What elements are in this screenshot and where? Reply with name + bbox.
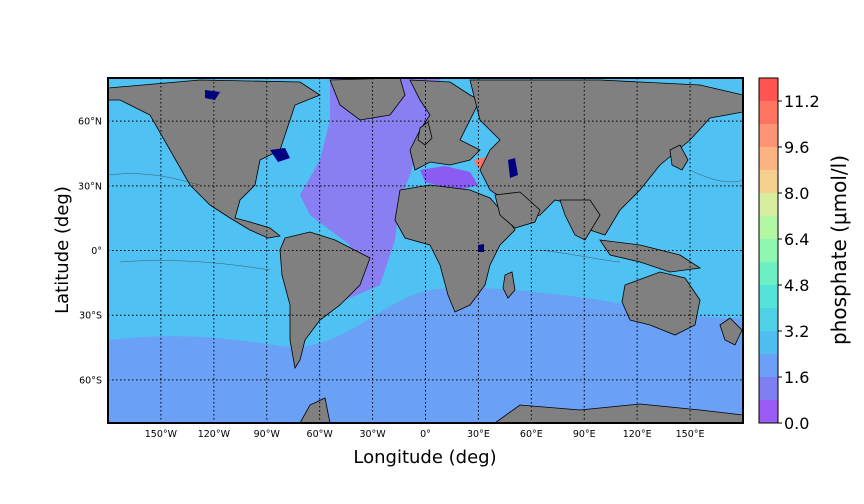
- colorbar-frame: [758, 77, 779, 424]
- colorbar-swatch: [759, 101, 778, 124]
- colorbar: [759, 78, 778, 423]
- x-tick-label: 0°: [420, 429, 431, 440]
- land-madagascar: [502, 271, 516, 299]
- contour-line: [539, 249, 621, 263]
- y-tick-label: 0°: [91, 246, 102, 257]
- ocean-mediterranean: [420, 166, 478, 190]
- lake-great-lakes: [270, 148, 290, 162]
- x-tick-label: 120°E: [623, 429, 652, 440]
- colorbar-tick-label: 6.4: [784, 230, 809, 249]
- contour-lines: [108, 169, 743, 271]
- land-antarctica: [299, 397, 743, 423]
- land-uk: [417, 121, 433, 146]
- colorbar-swatch: [759, 124, 778, 147]
- colorbar-tick-label: 3.2: [784, 322, 809, 341]
- colorbar-swatch: [759, 216, 778, 239]
- contour-line: [119, 260, 271, 271]
- x-tick-label: 60°W: [307, 429, 334, 440]
- x-tick-label: 90°W: [254, 429, 281, 440]
- colorbar-tick-label: 4.8: [784, 276, 809, 295]
- y-tick-label: 30°S: [79, 311, 102, 322]
- ocean-atlantic-low: [300, 78, 440, 300]
- land-japan: [669, 144, 689, 171]
- x-tick-label: 150°E: [676, 429, 705, 440]
- y-tick-label: 60°S: [79, 375, 102, 386]
- x-tick-label: 30°W: [359, 429, 386, 440]
- contour-line: [689, 169, 743, 183]
- land-australia: [621, 271, 701, 336]
- x-tick-label: 90°E: [573, 429, 596, 440]
- land-south-america: [279, 231, 371, 370]
- land-arabia: [494, 191, 541, 229]
- x-tick-label: 120°W: [198, 429, 231, 440]
- colorbar-tick-label: 1.6: [784, 368, 809, 387]
- colorbar-tick-label: 0.0: [784, 414, 809, 433]
- land-indonesia: [599, 239, 702, 273]
- land-new-zealand: [719, 317, 743, 346]
- y-axis-label: Latitude (deg): [52, 186, 73, 314]
- colorbar-swatch: [759, 400, 778, 423]
- colorbar-swatch: [759, 239, 778, 262]
- colorbar-swatch: [759, 308, 778, 331]
- colorbar-swatch: [759, 331, 778, 354]
- colorbar-label: phosphate (μmol/l): [827, 155, 851, 345]
- map-frame: [107, 77, 744, 424]
- colorbar-swatch: [759, 377, 778, 400]
- contour-line: [108, 173, 201, 186]
- y-tick-labels: 60°N 30°N 0° 30°S 60°S: [78, 117, 102, 387]
- y-tick-label: 30°N: [78, 181, 102, 192]
- colorbar-swatch: [759, 147, 778, 170]
- colorbar-swatch: [759, 78, 778, 101]
- lake-hudson: [205, 90, 220, 100]
- colorbar-swatch: [759, 193, 778, 216]
- x-tick-labels: 150°W 120°W 90°W 60°W 30°W 0° 30°E 60°E 90°E 120°…: [145, 429, 705, 440]
- colorbar-tick-label: 11.2: [784, 92, 820, 111]
- map-panel: [108, 78, 743, 423]
- colorbar-tick-label: 8.0: [784, 184, 809, 203]
- colorbar-swatch: [759, 354, 778, 377]
- graticule: [108, 78, 743, 423]
- lake-victoria: [478, 244, 484, 252]
- land-india: [559, 199, 601, 241]
- colorbar-swatch: [759, 262, 778, 285]
- colorbar-tick-label: 9.6: [784, 138, 809, 157]
- x-tick-label: 60°E: [520, 429, 543, 440]
- land-africa: [394, 184, 516, 313]
- land-greenland: [329, 78, 406, 121]
- colorbar-tick-labels: 0.0 1.6 3.2 4.8 6.4 8.0 9.6 11.2: [778, 92, 820, 433]
- x-tick-label: 30°E: [467, 429, 490, 440]
- x-axis-label: Longitude (deg): [353, 447, 496, 468]
- colorbar-swatch: [759, 285, 778, 308]
- y-tick-label: 60°N: [78, 117, 102, 128]
- lake-caspian: [508, 158, 518, 178]
- colorbar-swatch: [759, 170, 778, 193]
- x-tick-label: 150°W: [145, 429, 178, 440]
- lakes-layer: [205, 90, 518, 252]
